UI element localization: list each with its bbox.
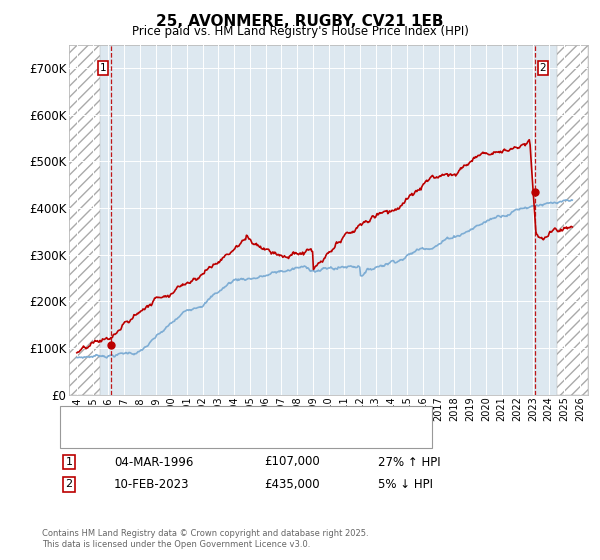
Text: 25, AVONMERE, RUGBY, CV21 1EB: 25, AVONMERE, RUGBY, CV21 1EB bbox=[156, 14, 444, 29]
Text: ──: ── bbox=[69, 409, 84, 423]
Bar bbox=[557, 45, 588, 395]
Bar bbox=[69, 45, 100, 395]
Text: Price paid vs. HM Land Registry's House Price Index (HPI): Price paid vs. HM Land Registry's House … bbox=[131, 25, 469, 38]
Text: 2: 2 bbox=[539, 63, 546, 73]
Text: 1: 1 bbox=[65, 457, 73, 467]
Text: 04-MAR-1996: 04-MAR-1996 bbox=[114, 455, 193, 469]
Text: Contains HM Land Registry data © Crown copyright and database right 2025.
This d: Contains HM Land Registry data © Crown c… bbox=[42, 529, 368, 549]
Text: 10-FEB-2023: 10-FEB-2023 bbox=[114, 478, 190, 491]
Text: 27% ↑ HPI: 27% ↑ HPI bbox=[378, 455, 440, 469]
Text: 1: 1 bbox=[100, 63, 106, 73]
Text: £107,000: £107,000 bbox=[264, 455, 320, 469]
Text: £435,000: £435,000 bbox=[264, 478, 320, 491]
Text: 2: 2 bbox=[65, 479, 73, 489]
Text: HPI: Average price, detached house, Rugby: HPI: Average price, detached house, Rugb… bbox=[105, 429, 331, 439]
Text: ──: ── bbox=[69, 427, 84, 441]
Text: 25, AVONMERE, RUGBY, CV21 1EB (detached house): 25, AVONMERE, RUGBY, CV21 1EB (detached … bbox=[105, 411, 378, 421]
Text: 5% ↓ HPI: 5% ↓ HPI bbox=[378, 478, 433, 491]
